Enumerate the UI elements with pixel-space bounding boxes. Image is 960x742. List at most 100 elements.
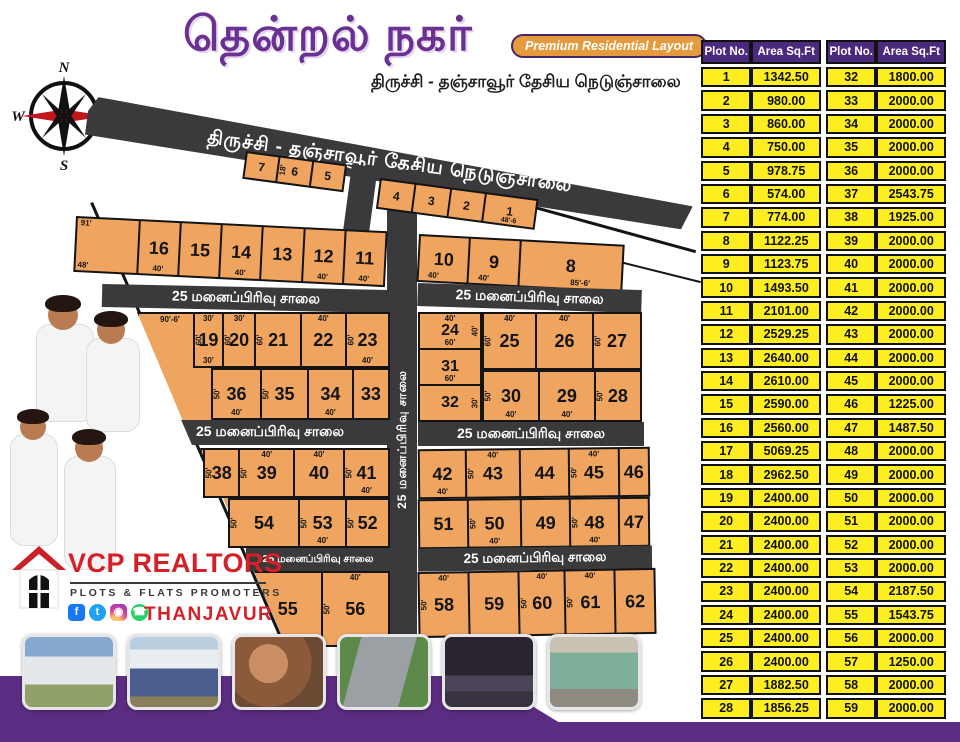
- plot-dim-top: 40': [487, 450, 499, 460]
- vertical-road: 25 மனைப்பிரிவு சாலை: [387, 170, 417, 654]
- area-cell: 978.75: [751, 160, 821, 181]
- area-cell: 574.00: [751, 183, 821, 205]
- plot-dim-side: 50': [346, 517, 356, 529]
- plot-no-cell: 32: [826, 67, 877, 88]
- table-row: 34 2000.00: [826, 113, 946, 135]
- plot-dim-bottom: 60': [444, 374, 456, 383]
- plot-number: 29: [556, 385, 577, 406]
- area-cell: 2187.50: [876, 581, 946, 602]
- plot-26: 40' 26: [537, 314, 593, 368]
- plot-no-cell: 48: [826, 441, 877, 462]
- plot-dim-bottom: 40': [589, 535, 601, 545]
- area-cell: 2000.00: [876, 137, 946, 158]
- plot-no-cell: 8: [701, 230, 752, 251]
- area-cell: 980.00: [751, 90, 821, 111]
- table-row: 47 1487.50: [826, 417, 946, 438]
- plot-number: 34: [320, 383, 341, 404]
- plot-number: 5: [323, 168, 332, 184]
- area-cell: 2590.00: [751, 394, 821, 415]
- plot-number: 47: [623, 511, 645, 532]
- plot-5: 5: [310, 162, 345, 190]
- table-row: 55 1543.75: [826, 604, 946, 625]
- plot-dim-top: 40': [559, 314, 570, 323]
- plot-dim-side: 50': [261, 388, 271, 400]
- plot-dim-side: 30': [470, 397, 480, 409]
- table-row: 40 2000.00: [826, 254, 946, 275]
- plot-14: 14 40': [220, 225, 263, 280]
- plot-dim-bottom: 40': [317, 536, 328, 545]
- page-title: தென்றல் நகர்: [183, 7, 473, 60]
- plot-dim-bottom: 40': [231, 408, 242, 417]
- plot-number: 60: [532, 592, 553, 613]
- area-cell: 2640.00: [751, 347, 821, 368]
- plot-dim-bottom: 48'-6: [500, 216, 517, 226]
- plot-24: 40' 24 40' 60': [420, 314, 480, 348]
- plot-number: 62: [625, 590, 646, 611]
- table-row: 15 2590.00: [701, 394, 821, 415]
- plot-2: 2: [448, 189, 485, 221]
- plot-dim-bottom: 48': [77, 260, 89, 270]
- plot-no-cell: 6: [701, 183, 752, 205]
- plot-52: 52 50': [347, 500, 388, 546]
- plot-row-30-28: 30 50' 40' 29 40' 28 50': [482, 370, 642, 422]
- plot-dim-side: 60': [255, 334, 265, 346]
- person: [86, 311, 140, 432]
- plot-number: 53: [312, 512, 333, 533]
- table-row: 57 1250.00: [826, 651, 946, 672]
- plot-no-cell: 14: [701, 370, 752, 392]
- plot-16: 16 40': [138, 221, 180, 276]
- plot-no-cell: 52: [826, 534, 877, 555]
- table-row: 35 2000.00: [826, 137, 946, 158]
- plot-dim-top: 40': [261, 450, 273, 459]
- col-header-plot-no: Plot No.: [701, 40, 752, 64]
- plot-dim-bottom: 40': [561, 410, 573, 419]
- realtor-name: VCP REALTORS: [68, 548, 283, 578]
- plot-number: 28: [607, 385, 628, 406]
- plot-dim-side: 50': [570, 517, 580, 529]
- plot-dim-bottom: 40': [477, 273, 490, 283]
- area-cell: 2400.00: [751, 487, 821, 509]
- plot-dim-top: 40': [444, 314, 456, 323]
- plot-number: 40: [309, 462, 330, 483]
- plot-6: 6 18': [277, 157, 312, 186]
- plot-no-cell: 19: [701, 487, 752, 509]
- plot-no-cell: 20: [701, 511, 752, 532]
- plot-row-58-62: 40' 58 50' 59 40' 60 50' 40' 61 50' 62: [417, 567, 657, 639]
- plot-7: 7: [244, 153, 279, 182]
- plot-61: 40' 61 50': [566, 570, 615, 634]
- plot-dim-top: 40': [349, 573, 361, 582]
- compass-s: S: [60, 158, 68, 172]
- plot-number: 13: [271, 243, 293, 265]
- table-row: 20 2400.00: [701, 511, 821, 532]
- area-cell: 2000.00: [876, 557, 946, 579]
- plot-no-cell: 22: [701, 557, 752, 579]
- plot-number: 30: [500, 385, 521, 406]
- plot-number: 45: [583, 461, 605, 482]
- table-row: 42 2000.00: [826, 300, 946, 322]
- plot-row-54-52: 54 50' 53 50' 40' 52 50': [228, 498, 390, 548]
- plot-50: 50 50' 40': [468, 500, 521, 547]
- area-cell: 2529.25: [751, 324, 821, 345]
- plot-row-36-33: 36 50' 40' 35 50' 34 40' 33: [211, 368, 390, 420]
- plot-number: 61: [580, 591, 601, 612]
- plot-dim-side: 50': [483, 390, 493, 402]
- table-row: 7 774.00: [701, 207, 821, 228]
- divider: [70, 582, 266, 584]
- area-cell: 2962.50: [751, 464, 821, 485]
- plot-number: 22: [313, 329, 334, 350]
- plot-number: 14: [230, 241, 252, 263]
- table-row: 59 2000.00: [826, 698, 946, 719]
- instagram-icon: ◉: [110, 604, 127, 621]
- plot-dim-top: 40': [438, 573, 450, 583]
- plot-number: 56: [345, 598, 366, 619]
- plot-dim-top: 30': [202, 314, 214, 323]
- area-cell: 2400.00: [751, 511, 821, 532]
- table-row: 58 2000.00: [826, 674, 946, 696]
- plot-27: 27 60': [594, 314, 640, 368]
- plot-dim-top: 40': [588, 449, 600, 459]
- plot-dim-side: 60': [483, 335, 493, 347]
- plot-no-cell: 13: [701, 347, 752, 368]
- plot-row-19-23: 30' 19 60' 30' 30' 20 60' 21 60' 40' 22 23 60' 40': [193, 312, 390, 368]
- person: [36, 295, 94, 422]
- plot-15: 15: [179, 223, 221, 278]
